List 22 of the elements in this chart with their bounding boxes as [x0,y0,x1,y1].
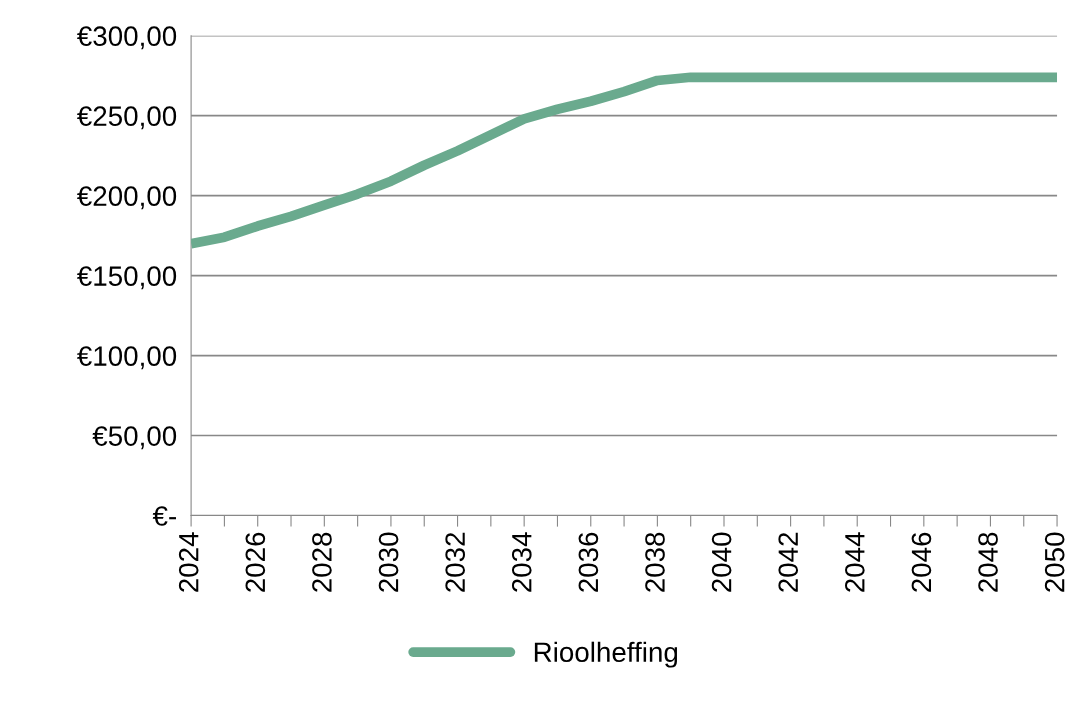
x-tick-label: 2048 [978,532,998,592]
x-tick-label: 2036 [578,532,599,592]
y-tick-label: €50,00 [92,426,177,450]
x-tick-label: 2028 [312,532,332,592]
x-tick-label: 2040 [711,532,732,592]
x-tick-label: 2026 [245,532,266,592]
y-tick-label: €250,00 [77,106,177,130]
x-tick-label: 2042 [778,532,799,592]
x-tick-label: 2024 [178,532,199,592]
y-tick-label: €100,00 [77,346,177,370]
x-tick-label: 2032 [445,532,465,592]
x-tick-label: 2038 [645,532,665,592]
x-tick-label: 2046 [911,532,932,592]
x-tick-label: 2034 [511,532,532,592]
y-tick-label: €200,00 [77,186,177,210]
y-tick-label: €300,00 [77,26,177,50]
x-tick-label: 2030 [378,532,399,592]
y-tick-label: €150,00 [77,266,177,290]
y-tick-label: €- [152,506,176,526]
x-tick-label: 2050 [1044,532,1065,592]
legend-label: Rioolheffing [534,641,678,668]
x-tick-label: 2044 [845,532,865,592]
